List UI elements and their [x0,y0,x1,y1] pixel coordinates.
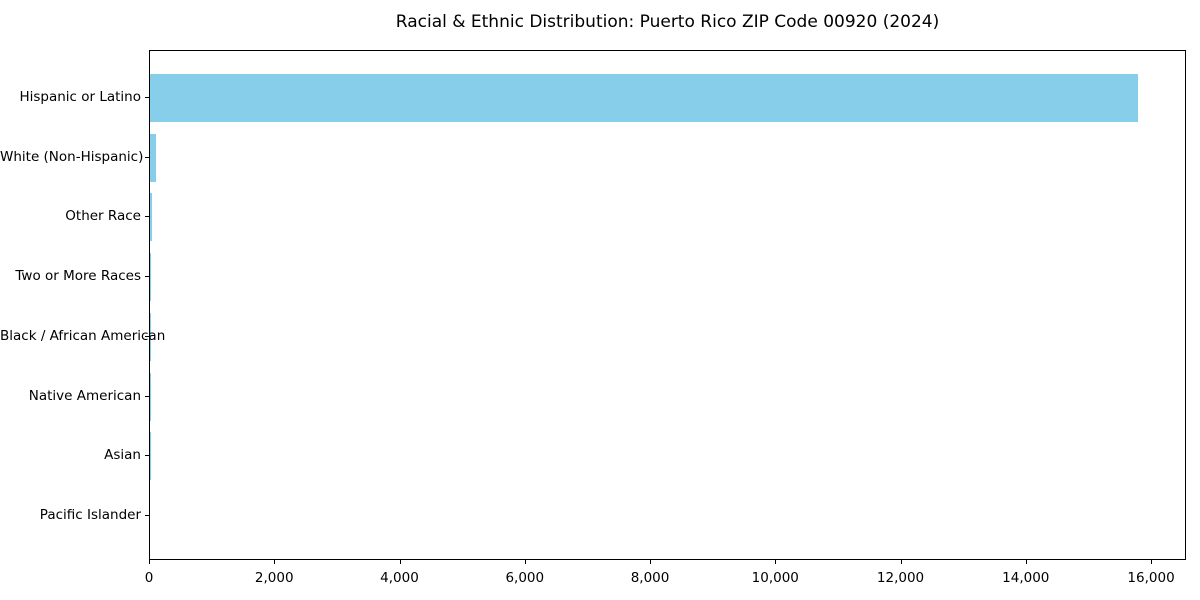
bar [150,74,1138,122]
x-tick-mark [650,560,652,564]
y-tick-label: Hispanic or Latino [19,89,141,105]
y-tick-mark [145,276,149,278]
x-tick-label: 12,000 [876,570,925,586]
x-tick-label: 10,000 [751,570,799,586]
bar [150,193,152,242]
x-tick-label: 16,000 [1127,570,1175,586]
bar [150,253,152,302]
x-tick-mark [775,560,777,564]
x-tick-mark [399,560,401,564]
x-tick-mark [149,560,150,564]
x-tick-label: 0 [144,570,154,586]
chart-title: Racial & Ethnic Distribution: Puerto Ric… [395,12,940,32]
y-tick-label: White (Non-Hispanic) [0,148,144,165]
y-tick-label: Black / African American [0,327,166,344]
y-tick-label: Other Race [65,208,141,225]
bar [150,133,157,182]
y-tick-mark [145,97,149,98]
y-tick-mark [145,395,149,397]
x-tick-label: 14,000 [1002,570,1050,586]
y-tick-label: Asian [104,447,141,464]
x-tick-label: 2,000 [254,570,294,586]
x-tick-mark [1151,560,1153,564]
x-tick-mark [1025,560,1027,564]
y-tick-label: Pacific Islander [39,506,141,523]
x-tick-mark [900,560,902,564]
x-tick-label: 4,000 [380,570,419,586]
y-tick-mark [145,216,149,218]
y-tick-label: Two or More Races [15,268,141,285]
y-tick-mark [145,335,149,337]
plot-area [149,50,1186,560]
y-tick-mark [145,514,149,516]
x-tick-label: 8,000 [630,570,670,586]
y-tick-mark [145,455,149,457]
y-tick-label: Native American [28,387,141,404]
x-tick-label: 6,000 [505,570,545,586]
x-tick-mark [274,560,276,564]
y-tick-mark [145,156,149,158]
x-tick-mark [524,560,526,564]
